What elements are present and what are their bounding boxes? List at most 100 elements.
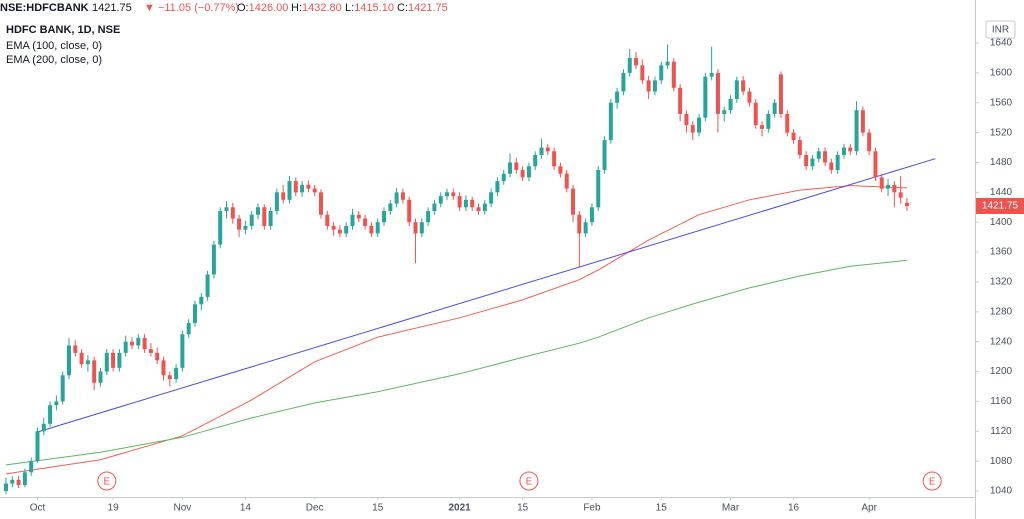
- y-tick-label: 1200: [990, 366, 1013, 377]
- candle-body: [785, 113, 790, 133]
- y-tick-label: 1080: [990, 456, 1013, 467]
- candle-body: [715, 72, 720, 114]
- candle-body: [262, 207, 267, 226]
- candle-body: [237, 218, 242, 230]
- candle-body: [892, 184, 897, 193]
- candle-body: [451, 192, 456, 197]
- last-price-label: 1421.75: [982, 201, 1019, 212]
- candle-body: [211, 244, 216, 275]
- legend-entry: EMA (200, close, 0): [6, 54, 102, 66]
- candle-body: [224, 207, 229, 212]
- candle-body: [363, 218, 368, 226]
- candle-body: [98, 371, 103, 383]
- candle-body: [747, 91, 752, 103]
- y-tick-label: 1120: [990, 426, 1012, 437]
- candle-body: [791, 132, 796, 141]
- candle-body: [193, 304, 197, 324]
- candle-body: [873, 151, 878, 178]
- candle-body: [816, 151, 821, 159]
- ohlc-number: 1415.10: [354, 2, 394, 14]
- ohlc-number: 1421.75: [408, 2, 448, 14]
- candle-body: [640, 65, 645, 81]
- candle-body: [608, 102, 613, 141]
- y-tick-label: 1480: [990, 157, 1013, 168]
- candle-body: [526, 166, 531, 178]
- candle-body: [394, 192, 399, 204]
- x-tick-label: Apr: [861, 503, 877, 514]
- x-tick-label: 2021: [448, 503, 471, 514]
- earnings-label: E: [526, 477, 533, 488]
- x-tick-label: 14: [240, 503, 252, 514]
- candle-body: [41, 423, 46, 432]
- y-tick-label: 1440: [990, 187, 1013, 198]
- candle-body: [92, 360, 97, 383]
- candle-body: [249, 214, 254, 226]
- candle-body: [306, 184, 311, 189]
- ohlc-key: H:: [291, 2, 302, 14]
- candle-body: [432, 203, 437, 212]
- ohlc-number: 1432.80: [302, 2, 342, 14]
- y-tick-label: 1640: [990, 38, 1013, 49]
- candle-body: [766, 113, 771, 129]
- currency: INR: [992, 25, 1009, 36]
- candle-body: [407, 199, 412, 223]
- candle-body: [413, 222, 418, 234]
- candle-body: [230, 207, 235, 219]
- y-tick-label: 1160: [990, 396, 1012, 407]
- candle-body: [722, 110, 727, 114]
- ema-line: [5, 259, 908, 466]
- earnings-marker[interactable]: [519, 471, 539, 491]
- earnings-marker[interactable]: [922, 471, 942, 491]
- candle-body: [369, 225, 374, 234]
- candle-body: [797, 140, 802, 156]
- y-tick-label: 1360: [990, 247, 1013, 258]
- candle-body: [60, 375, 65, 402]
- candle-body: [293, 181, 298, 193]
- ohlc-key: O:: [237, 2, 249, 14]
- candle-body: [22, 472, 27, 486]
- ohlc-value: C:1421.75: [397, 2, 448, 14]
- candle-body: [256, 207, 261, 215]
- last-price-tag: [976, 197, 1024, 214]
- candle-body: [558, 166, 563, 174]
- candle-body: [79, 352, 84, 365]
- legend-entry: EMA (100, close, 0): [6, 40, 102, 52]
- price-change: ▼ −11.05 (−0.77%): [144, 2, 239, 14]
- candle-body: [463, 199, 468, 208]
- candle-body: [129, 341, 134, 346]
- candle-body: [709, 72, 714, 77]
- currency-box[interactable]: [985, 20, 1016, 39]
- x-tick-label: 15: [372, 503, 384, 514]
- candle-body: [29, 461, 34, 473]
- candle-body: [274, 192, 279, 212]
- x-tick-label: Dec: [306, 503, 324, 514]
- candle-body: [904, 202, 909, 206]
- y-tick-label: 1400: [990, 217, 1013, 228]
- candle-body: [457, 196, 462, 208]
- x-tick-label: Oct: [30, 503, 46, 514]
- candle-body: [312, 188, 317, 193]
- candle-body: [848, 147, 853, 152]
- candle-body: [375, 222, 380, 234]
- ohlc-number: 1426.00: [249, 2, 289, 14]
- y-tick-label: 1040: [990, 486, 1013, 497]
- candle-body: [533, 155, 538, 167]
- earnings-marker[interactable]: [97, 471, 117, 491]
- candle-body: [3, 483, 8, 492]
- candle-body: [728, 99, 733, 111]
- candle-body: [10, 479, 15, 484]
- candle-body: [514, 162, 519, 170]
- candle-body: [142, 337, 147, 350]
- candle-body: [652, 80, 657, 92]
- candle-body: [678, 87, 683, 114]
- candle-body: [841, 147, 846, 156]
- candle-body: [482, 203, 487, 212]
- x-tick-label: Mar: [722, 503, 740, 514]
- candle-body: [835, 155, 840, 170]
- candle-body: [218, 211, 223, 245]
- candle-body: [634, 57, 639, 66]
- candle-body: [646, 80, 651, 92]
- candle-body: [104, 352, 109, 372]
- y-tick-label: 1560: [990, 97, 1013, 108]
